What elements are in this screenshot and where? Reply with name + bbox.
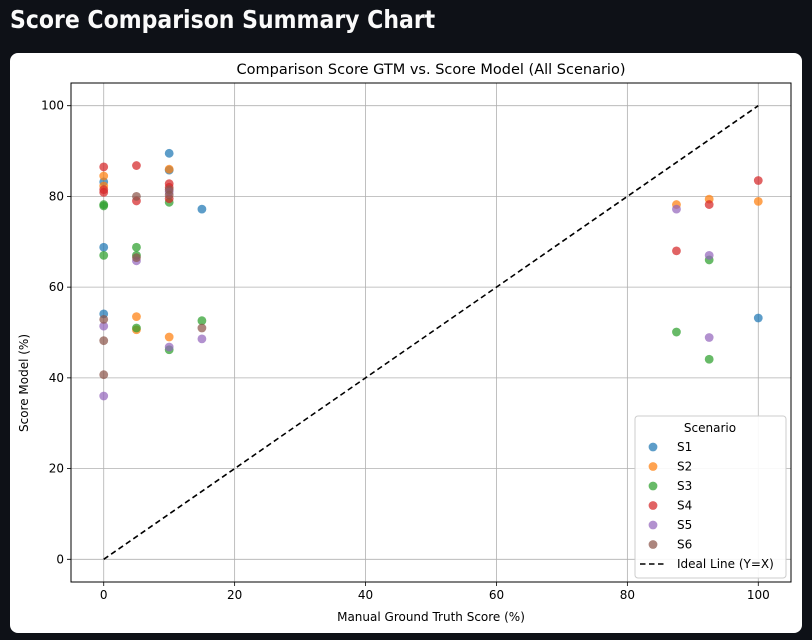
y-tick-label: 60 [49,280,64,294]
data-point-s5 [704,250,714,260]
y-tick-label: 20 [49,462,64,476]
x-tick-label: 40 [358,588,373,602]
data-point-s1 [753,313,763,323]
data-point-s3 [197,316,207,326]
legend-box [634,415,787,579]
legend-marker-s5 [648,520,658,530]
chart-card: Comparison Score GTM vs. Score Model (Al… [10,53,802,633]
data-point-s1 [99,242,109,252]
y-tick-label: 100 [41,99,64,113]
data-point-s3 [132,323,141,333]
x-tick-label: 20 [227,588,242,602]
y-tick-label: 80 [49,189,64,203]
ideal-line [103,105,759,560]
page-title: Score Comparison Summary Chart [10,5,436,34]
data-point-s5 [197,334,207,344]
data-point-s1 [197,204,207,214]
legend-marker-s6 [648,540,658,549]
legend-marker-s3 [648,481,658,491]
legend-label-s2: S2 [677,460,692,474]
data-point-s4 [99,162,109,172]
data-point-s6 [99,370,109,380]
data-point-s5 [164,342,174,352]
data-point-s3 [672,327,681,337]
x-tick-label: 60 [489,588,504,602]
data-point-s5 [704,333,714,342]
data-point-s6 [164,190,174,200]
data-point-s2 [164,164,174,174]
data-point-s4 [704,200,714,209]
data-point-s4 [672,246,681,256]
data-point-s5 [672,204,681,214]
data-point-s2 [753,196,763,206]
data-point-s6 [132,192,141,201]
data-point-s5 [99,321,109,331]
data-point-s4 [99,187,109,197]
data-point-s2 [164,332,174,342]
y-axis-label: Score Model (%) [17,334,31,432]
legend-marker-s2 [648,462,658,471]
plot-frame [70,82,792,583]
data-point-s2 [99,171,109,181]
data-point-s5 [99,391,109,401]
data-point-s4 [132,161,141,170]
data-points [99,148,763,401]
data-point-s3 [704,354,714,364]
scatter-chart: Comparison Score GTM vs. Score Model (Al… [17,62,792,624]
legend-label-ideal-line: Ideal Line (Y=X) [677,557,774,571]
data-point-s3 [99,250,109,260]
legend-title: Scenario [684,421,736,435]
data-point-s6 [132,253,141,263]
legend-marker-s1 [648,442,658,452]
grid-lines [71,83,791,582]
x-tick-label: 80 [620,588,635,602]
legend-label-s3: S3 [677,479,692,493]
chart-title: Comparison Score GTM vs. Score Model (Al… [237,62,626,78]
data-point-s4 [753,176,763,185]
data-point-s2 [132,312,141,322]
data-point-s1 [164,148,174,158]
legend-label-s4: S4 [677,499,692,513]
data-point-s6 [197,323,207,333]
axis-ticks: 0 20 40 60 80 100 0 20 40 60 80 100 [41,99,770,602]
data-point-s3 [132,242,141,252]
y-tick-label: 0 [56,552,64,566]
legend-items: S1 S2 S3 S4 S5 S6 Ideal Line (Y=X) [640,440,774,571]
x-tick-label: 100 [747,588,770,602]
legend: Scenario S1 S2 S3 S4 S5 S6 Ideal Line (Y=X) [634,415,787,579]
x-tick-label: 0 [100,588,108,602]
y-tick-label: 40 [49,371,64,385]
data-point-s6 [99,336,109,346]
data-point-s3 [99,201,109,211]
legend-marker-s4 [648,501,658,510]
legend-label-s6: S6 [677,538,692,552]
x-axis-label: Manual Ground Truth Score (%) [337,610,525,624]
legend-label-s1: S1 [677,440,692,454]
data-point-s6 [99,314,109,324]
legend-label-s5: S5 [677,518,692,532]
